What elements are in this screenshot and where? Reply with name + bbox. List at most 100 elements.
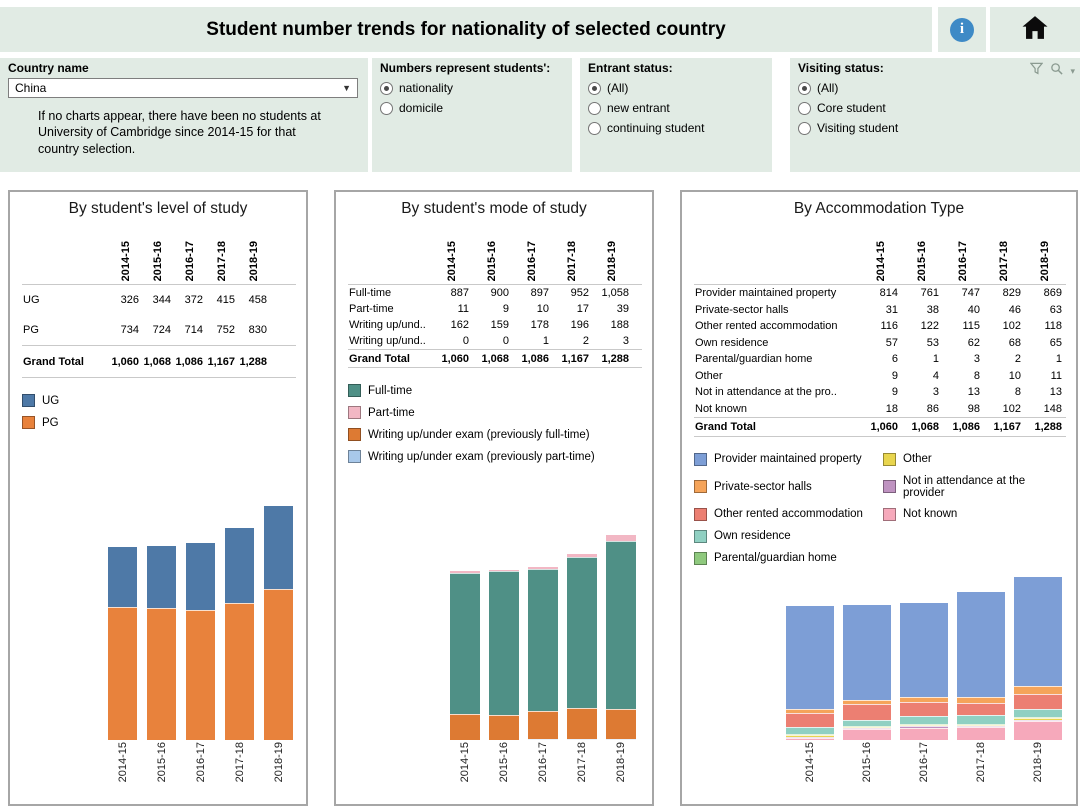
- stacked-bar[interactable]: [1014, 576, 1062, 740]
- bar-segment[interactable]: [957, 696, 1005, 703]
- bar-segment[interactable]: [186, 610, 215, 740]
- chevron-down-icon[interactable]: ▾: [1070, 65, 1075, 76]
- stacked-bar[interactable]: [528, 567, 558, 740]
- bar-segment[interactable]: [567, 554, 597, 557]
- bar-segment[interactable]: [450, 714, 480, 740]
- radio-option-continuing-student[interactable]: continuing student: [588, 121, 764, 135]
- bar-segment[interactable]: [843, 729, 891, 740]
- bar-segment[interactable]: [957, 702, 1005, 716]
- bar-segment[interactable]: [957, 723, 1005, 725]
- bar-segment[interactable]: [489, 714, 519, 740]
- radio-option-domicile[interactable]: domicile: [380, 101, 564, 115]
- bar-segment[interactable]: [786, 737, 834, 740]
- bar-segment[interactable]: [957, 724, 1005, 727]
- radio-option-nationality[interactable]: nationality: [380, 81, 564, 95]
- bar-segment[interactable]: [489, 571, 519, 715]
- legend-item[interactable]: Writing up/under exam (previously part-t…: [348, 450, 642, 463]
- bar-segment[interactable]: [900, 602, 948, 697]
- bar-segment[interactable]: [567, 707, 597, 739]
- bar-segment[interactable]: [786, 736, 834, 738]
- bar-segment[interactable]: [786, 727, 834, 735]
- bar-segment[interactable]: [786, 605, 834, 709]
- bar-segment[interactable]: [147, 545, 176, 609]
- legend-item[interactable]: PG: [22, 416, 296, 429]
- stacked-bar[interactable]: [147, 545, 176, 740]
- bar-segment[interactable]: [1014, 721, 1062, 740]
- filter-icon[interactable]: [1030, 62, 1044, 80]
- bar-segment[interactable]: [567, 739, 597, 740]
- bar-segment[interactable]: [108, 547, 137, 607]
- stacked-bar[interactable]: [567, 554, 597, 740]
- bar-segment[interactable]: [606, 709, 636, 739]
- bar-segment[interactable]: [186, 542, 215, 611]
- legend-item[interactable]: Private-sector halls: [694, 475, 877, 499]
- bar-segment[interactable]: [1014, 718, 1062, 720]
- legend-item[interactable]: Not known: [883, 507, 1066, 521]
- stacked-bar[interactable]: [264, 506, 293, 740]
- legend-item[interactable]: Writing up/under exam (previously full-t…: [348, 428, 642, 441]
- bar-segment[interactable]: [843, 727, 891, 729]
- stacked-bar[interactable]: [843, 604, 891, 740]
- country-dropdown[interactable]: China ▼: [8, 78, 358, 98]
- stacked-bar[interactable]: [489, 570, 519, 740]
- radio-option-all[interactable]: (All): [588, 81, 764, 95]
- bar-segment[interactable]: [264, 506, 293, 590]
- bar-segment[interactable]: [900, 701, 948, 717]
- stacked-bar[interactable]: [186, 542, 215, 740]
- legend-item[interactable]: UG: [22, 394, 296, 407]
- bar-segment[interactable]: [528, 710, 558, 739]
- bar-segment[interactable]: [786, 735, 834, 737]
- bar-segment[interactable]: [450, 573, 480, 715]
- bar-segment[interactable]: [900, 725, 948, 727]
- stacked-bar[interactable]: [900, 602, 948, 740]
- stacked-bar[interactable]: [108, 547, 137, 740]
- bar-segment[interactable]: [957, 592, 1005, 697]
- bar-segment[interactable]: [528, 739, 558, 740]
- legend-item[interactable]: Parental/guardian home: [694, 551, 877, 565]
- bar-segment[interactable]: [843, 699, 891, 705]
- bar-segment[interactable]: [843, 704, 891, 720]
- bar-segment[interactable]: [1014, 576, 1062, 687]
- bar-segment[interactable]: [1014, 694, 1062, 710]
- legend-item[interactable]: Other: [883, 452, 1066, 466]
- bar-segment[interactable]: [606, 739, 636, 740]
- bar-segment[interactable]: [528, 568, 558, 711]
- bar-segment[interactable]: [489, 570, 519, 572]
- bar-segment[interactable]: [957, 715, 1005, 724]
- bar-segment[interactable]: [1014, 719, 1062, 722]
- stacked-bar[interactable]: [957, 592, 1005, 740]
- bar-segment[interactable]: [567, 556, 597, 708]
- search-icon[interactable]: [1050, 62, 1064, 80]
- bar-segment[interactable]: [225, 528, 254, 604]
- bar-segment[interactable]: [900, 716, 948, 725]
- bar-segment[interactable]: [147, 608, 176, 740]
- radio-option-core-student[interactable]: Core student: [798, 101, 1072, 115]
- bar-segment[interactable]: [606, 541, 636, 710]
- radio-option-visiting-student[interactable]: Visiting student: [798, 121, 1072, 135]
- bar-segment[interactable]: [900, 724, 948, 726]
- bar-segment[interactable]: [108, 606, 137, 740]
- bar-segment[interactable]: [528, 567, 558, 569]
- bar-segment[interactable]: [1014, 717, 1062, 719]
- legend-item[interactable]: Full-time: [348, 384, 642, 397]
- bar-segment[interactable]: [264, 589, 293, 740]
- bar-segment[interactable]: [606, 535, 636, 542]
- bar-segment[interactable]: [957, 726, 1005, 728]
- bar-segment[interactable]: [786, 708, 834, 713]
- legend-item[interactable]: Not in attendance at the provider: [883, 475, 1066, 499]
- bar-segment[interactable]: [225, 603, 254, 740]
- legend-item[interactable]: Provider maintained property: [694, 452, 877, 466]
- bar-segment[interactable]: [957, 727, 1005, 740]
- info-button[interactable]: i: [938, 7, 986, 52]
- legend-item[interactable]: Part-time: [348, 406, 642, 419]
- bar-segment[interactable]: [843, 719, 891, 727]
- legend-item[interactable]: Other rented accommodation: [694, 507, 877, 521]
- stacked-bar[interactable]: [225, 528, 254, 740]
- bar-segment[interactable]: [843, 604, 891, 700]
- bar-segment[interactable]: [900, 726, 948, 728]
- bar-segment[interactable]: [786, 734, 834, 736]
- radio-option-new-entrant[interactable]: new entrant: [588, 101, 764, 115]
- home-button[interactable]: [990, 7, 1080, 52]
- bar-segment[interactable]: [1014, 686, 1062, 695]
- bar-segment[interactable]: [450, 571, 480, 574]
